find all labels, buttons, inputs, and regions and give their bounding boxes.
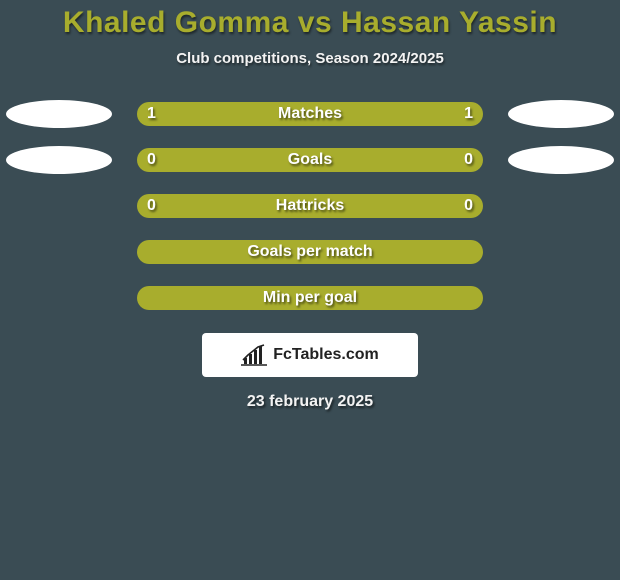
source-badge-text: FcTables.com [273, 346, 379, 364]
stat-value-left: 0 [147, 197, 156, 215]
stat-value-right: 0 [464, 151, 473, 169]
stat-value-left: 0 [147, 151, 156, 169]
stat-bar: 0 Goals 0 [137, 148, 483, 172]
stat-bar: 0 Hattricks 0 [137, 194, 483, 218]
stat-value-left: 1 [147, 105, 156, 123]
stat-label: Min per goal [263, 289, 357, 307]
stat-label: Matches [278, 105, 342, 123]
stat-label: Goals per match [247, 243, 372, 261]
player-chip-left [6, 100, 112, 128]
stat-bar: Goals per match [137, 240, 483, 264]
stat-row: Goals per match [0, 229, 620, 275]
stat-bar: Min per goal [137, 286, 483, 310]
stat-label: Goals [288, 151, 332, 169]
stat-row: 1 Matches 1 [0, 91, 620, 137]
stat-row: 0 Goals 0 [0, 137, 620, 183]
bar-chart-icon [241, 344, 267, 366]
source-badge: FcTables.com [202, 333, 418, 377]
stat-row: Min per goal [0, 275, 620, 321]
page-title: Khaled Gomma vs Hassan Yassin [0, 6, 620, 40]
stat-rows: 1 Matches 1 0 Goals 0 0 Hattricks 0 Goals per mat… [0, 91, 620, 321]
player-chip-right [508, 146, 614, 174]
stat-bar: 1 Matches 1 [137, 102, 483, 126]
subtitle: Club competitions, Season 2024/2025 [0, 50, 620, 67]
player-chip-right [508, 100, 614, 128]
stat-row: 0 Hattricks 0 [0, 183, 620, 229]
date-text: 23 february 2025 [0, 393, 620, 411]
player-chip-left [6, 146, 112, 174]
stat-value-right: 0 [464, 197, 473, 215]
stat-label: Hattricks [276, 197, 344, 215]
stat-value-right: 1 [464, 105, 473, 123]
comparison-card: Khaled Gomma vs Hassan Yassin Club compe… [0, 0, 620, 580]
